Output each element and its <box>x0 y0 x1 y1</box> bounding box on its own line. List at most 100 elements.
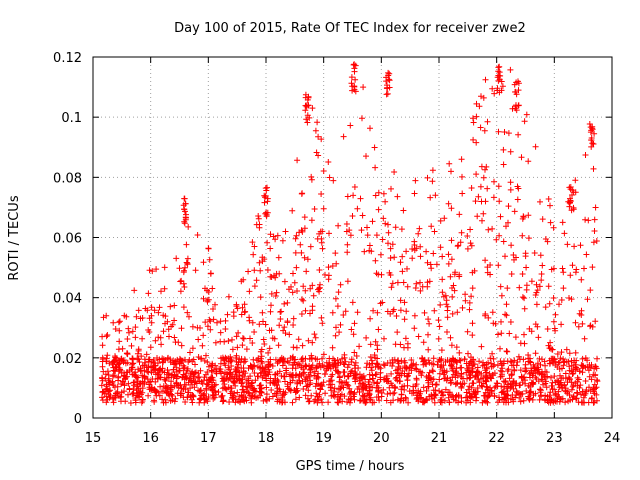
data-point <box>485 314 492 321</box>
data-point <box>431 307 438 314</box>
data-point <box>225 293 232 300</box>
data-point <box>515 185 522 192</box>
data-point <box>266 327 273 334</box>
data-point <box>552 311 559 318</box>
data-point <box>483 377 490 384</box>
data-point <box>403 308 410 315</box>
data-point <box>257 370 264 377</box>
data-point <box>259 254 266 261</box>
data-point <box>482 76 489 83</box>
data-point <box>312 334 319 341</box>
data-point <box>138 367 144 374</box>
data-point <box>287 387 294 394</box>
data-point <box>371 379 377 386</box>
data-point <box>110 319 117 326</box>
data-point <box>520 397 527 404</box>
data-point <box>468 242 475 249</box>
data-point <box>280 327 287 334</box>
data-point <box>384 391 391 397</box>
data-point <box>469 320 476 327</box>
data-point <box>368 248 375 255</box>
data-point <box>438 347 445 354</box>
x-tick-label: 19 <box>315 431 332 446</box>
data-point <box>472 372 479 379</box>
data-point <box>388 370 395 377</box>
data-point <box>412 177 419 184</box>
data-point <box>241 301 248 308</box>
data-point <box>500 399 507 406</box>
data-point <box>374 342 381 349</box>
data-point <box>392 224 399 231</box>
data-point <box>377 369 384 376</box>
data-point <box>281 324 288 331</box>
data-point <box>269 393 276 400</box>
x-tick-label: 22 <box>488 431 505 446</box>
data-point <box>548 396 555 403</box>
data-point <box>566 350 573 357</box>
data-point <box>381 376 388 383</box>
data-point <box>420 384 427 391</box>
data-point <box>550 224 557 231</box>
data-point <box>589 323 596 330</box>
data-point <box>365 379 372 385</box>
data-point <box>567 272 574 279</box>
data-point <box>274 377 281 384</box>
data-point <box>409 255 416 262</box>
data-point <box>166 333 172 340</box>
data-point <box>423 396 430 403</box>
data-point <box>385 76 392 83</box>
data-point <box>545 342 552 349</box>
data-point <box>455 242 462 249</box>
data-point <box>286 286 292 293</box>
data-point <box>370 375 376 382</box>
data-point <box>290 344 297 351</box>
data-point <box>264 184 270 191</box>
data-point <box>445 394 452 401</box>
data-point <box>185 358 192 365</box>
data-point <box>299 342 306 349</box>
data-point <box>114 383 121 390</box>
data-point <box>260 318 266 325</box>
data-point <box>248 382 255 389</box>
data-point <box>578 307 585 314</box>
data-point <box>171 334 178 341</box>
data-point <box>320 351 327 358</box>
data-point <box>129 361 136 368</box>
data-point <box>523 282 530 289</box>
data-point <box>375 326 382 333</box>
data-point <box>255 357 262 364</box>
data-point <box>368 364 375 371</box>
data-point <box>110 364 117 371</box>
data-point <box>284 358 291 365</box>
data-point <box>332 360 339 367</box>
data-point <box>561 358 568 365</box>
data-point <box>488 360 495 367</box>
data-point <box>585 367 592 374</box>
data-point <box>514 196 521 203</box>
data-point <box>333 260 340 267</box>
data-point <box>437 399 444 406</box>
data-point <box>412 365 419 372</box>
data-point <box>236 393 243 400</box>
data-point <box>320 168 327 174</box>
data-point <box>379 236 386 243</box>
data-point <box>314 119 321 126</box>
data-point <box>196 388 203 395</box>
data-point <box>301 225 308 232</box>
data-point <box>239 342 246 349</box>
data-point <box>427 261 434 268</box>
data-point <box>233 301 240 308</box>
data-point <box>469 362 476 369</box>
data-point <box>263 396 270 403</box>
data-point <box>162 313 169 320</box>
data-point <box>404 283 411 290</box>
data-point <box>329 344 336 351</box>
data-point <box>423 387 430 394</box>
data-point <box>361 248 368 255</box>
data-point <box>534 364 541 371</box>
data-point <box>318 314 325 321</box>
data-point <box>540 381 547 388</box>
data-point <box>284 318 291 325</box>
data-point <box>400 397 407 404</box>
data-point <box>498 362 505 369</box>
